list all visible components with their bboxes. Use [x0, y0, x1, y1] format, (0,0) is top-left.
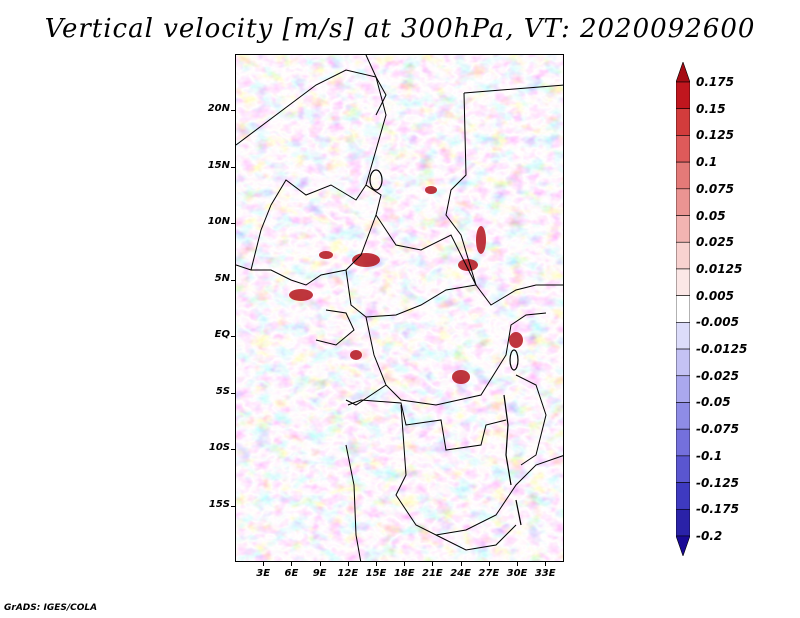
lon-tick-label: 12E [337, 568, 359, 579]
colorbar-label: 0.025 [696, 235, 734, 250]
colorbar-label: -0.1 [696, 448, 723, 463]
colorbar [675, 61, 691, 557]
colorbar-swatch [675, 482, 691, 510]
colorbar-swatch [675, 402, 691, 430]
lat-tick [231, 336, 235, 338]
lon-tick-label: 27E [478, 568, 500, 579]
lat-tick-label: EQ [214, 329, 230, 341]
colorbar-label: 0.05 [696, 208, 726, 223]
lon-tick [517, 562, 518, 566]
lat-tick [231, 392, 235, 394]
colorbar-swatch [675, 215, 691, 243]
colorbar-label: 0.15 [696, 101, 726, 116]
colorbar-swatch [675, 161, 691, 190]
colorbar-label: 0.175 [696, 75, 734, 89]
lon-tick-label: 6E [284, 568, 299, 579]
colorbar-label: -0.125 [696, 475, 739, 490]
lat-tick-label: 15N [207, 159, 230, 171]
lat-tick-label: 10N [207, 216, 230, 228]
colorbar-swatch [675, 268, 691, 296]
colorbar-swatch [675, 535, 691, 557]
lon-tick [545, 562, 547, 566]
colorbar-swatch [675, 428, 691, 457]
lat-tick [231, 110, 235, 112]
lon-tick [432, 562, 434, 566]
colorbar-swatch [675, 295, 691, 323]
colorbar-label: -0.2 [696, 529, 723, 543]
colorbar-swatch [675, 508, 691, 537]
chart-title: Vertical velocity [m/s] at 300hPa, VT: 2… [44, 14, 756, 44]
lat-tick [231, 223, 235, 225]
lon-tick [404, 562, 406, 566]
colorbar-swatch [675, 135, 691, 163]
colorbar-label: -0.075 [696, 422, 739, 437]
colorbar-label: -0.0125 [696, 342, 748, 357]
colorbar-label: 0.125 [696, 128, 734, 143]
lat-tick-label: 15S [208, 498, 230, 510]
lon-tick-label: 21E [422, 568, 443, 579]
lakes [369, 169, 522, 526]
lon-tick-label: 24E [450, 568, 471, 579]
lon-tick-label: 18E [393, 568, 415, 579]
lon-tick [460, 562, 462, 566]
field-shading [236, 55, 563, 561]
lon-tick-label: 30E [506, 568, 528, 579]
lon-tick-label: 3E [256, 568, 271, 579]
lat-tick [231, 449, 235, 451]
lon-tick [488, 562, 490, 566]
vertical-velocity-field [236, 55, 563, 561]
lon-tick [263, 562, 265, 566]
lat-tick-label: 5N [214, 272, 230, 284]
lon-tick [376, 562, 377, 566]
lat-tick-label: 5S [215, 385, 230, 397]
map-panel [235, 54, 564, 562]
credit-text: GrADS: IGES/COLA [4, 603, 98, 613]
colorbar-swatch [675, 108, 691, 136]
colorbar-label: 0.1 [696, 155, 718, 170]
colorbar-label: -0.005 [696, 315, 739, 330]
colorbar-swatch [675, 81, 691, 110]
colorbar-label: -0.05 [696, 395, 731, 410]
colorbar-label: -0.175 [696, 502, 739, 517]
colorbar-swatch [675, 322, 691, 350]
lat-tick [231, 279, 235, 281]
lon-tick-label: 9E [312, 568, 327, 579]
lon-tick [319, 562, 321, 566]
colorbar-swatches [675, 61, 691, 557]
colorbar-label: 0.075 [696, 181, 734, 196]
colorbar-swatch [675, 375, 691, 403]
colorbar-swatch [675, 241, 691, 270]
lon-tick [347, 562, 349, 566]
lon-tick-label: 33E [534, 568, 556, 579]
colorbar-label: 0.0125 [696, 261, 743, 276]
lat-tick-label: 10S [208, 442, 230, 454]
colorbar-swatch [675, 455, 691, 483]
lon-tick-label: 15E [365, 568, 387, 579]
colorbar-swatch [675, 188, 691, 216]
colorbar-label: -0.025 [696, 368, 739, 383]
colorbar-swatch [675, 348, 691, 377]
lon-tick [291, 562, 293, 566]
country-borders [236, 55, 563, 561]
lat-tick [231, 505, 235, 507]
colorbar-label: 0.005 [696, 288, 734, 303]
colorbar-swatch [675, 61, 691, 83]
lat-tick [231, 166, 235, 168]
lat-tick-label: 20N [207, 103, 230, 115]
